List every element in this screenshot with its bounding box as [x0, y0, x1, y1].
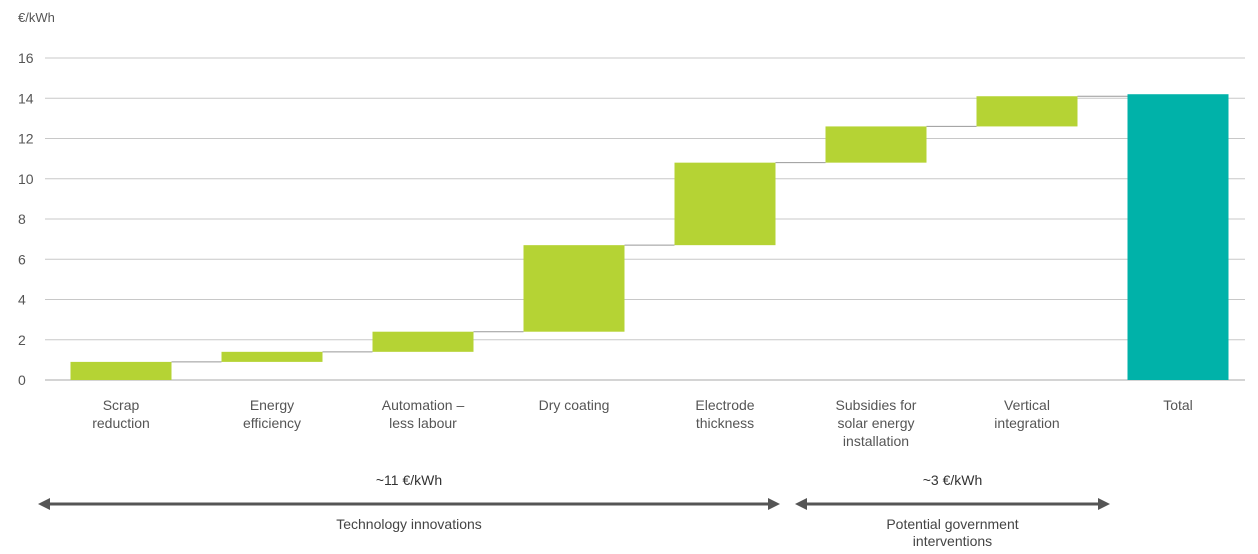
- category-labels: Scrap reduction Energy efficiency Automation…: [92, 397, 1193, 449]
- y-axis-unit-label: €/kWh: [18, 10, 55, 25]
- y-tick-label: 16: [18, 50, 34, 66]
- increment-bar: [825, 126, 927, 163]
- increment-bar: [372, 331, 474, 352]
- increment-bar: [674, 162, 776, 246]
- y-tick-label: 4: [18, 292, 26, 308]
- increment-bar: [70, 361, 172, 380]
- arrowhead-left: [795, 498, 807, 510]
- category-label: Vertical integration: [994, 397, 1059, 431]
- category-label: Subsidies for solar energy installation: [836, 397, 917, 449]
- arrowhead-right: [768, 498, 780, 510]
- category-label: Energy efficiency: [243, 397, 301, 431]
- arrowhead-right: [1098, 498, 1110, 510]
- total-bar: [1127, 94, 1229, 380]
- y-tick-label: 0: [18, 372, 26, 388]
- category-label: Scrap reduction: [92, 397, 150, 431]
- category-label: Dry coating: [539, 397, 610, 413]
- increment-bar: [976, 96, 1078, 127]
- group-summary: ~3 €/kWh: [922, 472, 983, 488]
- connector-lines: [171, 95, 1128, 363]
- increment-bar: [221, 351, 323, 362]
- y-tick-label: 12: [18, 131, 34, 147]
- y-axis-ticks: 0 2 4 6 8 10 12 14 16: [18, 50, 34, 388]
- category-label: Total: [1163, 397, 1193, 413]
- arrowhead-left: [38, 498, 50, 510]
- y-tick-label: 10: [18, 171, 34, 187]
- y-tick-label: 2: [18, 332, 26, 348]
- y-tick-label: 14: [18, 90, 34, 106]
- y-tick-label: 8: [18, 211, 26, 227]
- group-label: Potential government interventions: [886, 516, 1019, 549]
- increment-bar: [523, 245, 625, 332]
- category-label: Automation – less labour: [382, 397, 465, 431]
- category-label: Electrode thickness: [695, 397, 754, 431]
- bars: [70, 94, 1229, 380]
- group-brackets: [38, 498, 1110, 510]
- group-summary: ~11 €/kWh: [375, 472, 443, 488]
- group-label: Technology innovations: [336, 516, 482, 532]
- gridlines: [45, 57, 1245, 381]
- y-tick-label: 6: [18, 251, 26, 267]
